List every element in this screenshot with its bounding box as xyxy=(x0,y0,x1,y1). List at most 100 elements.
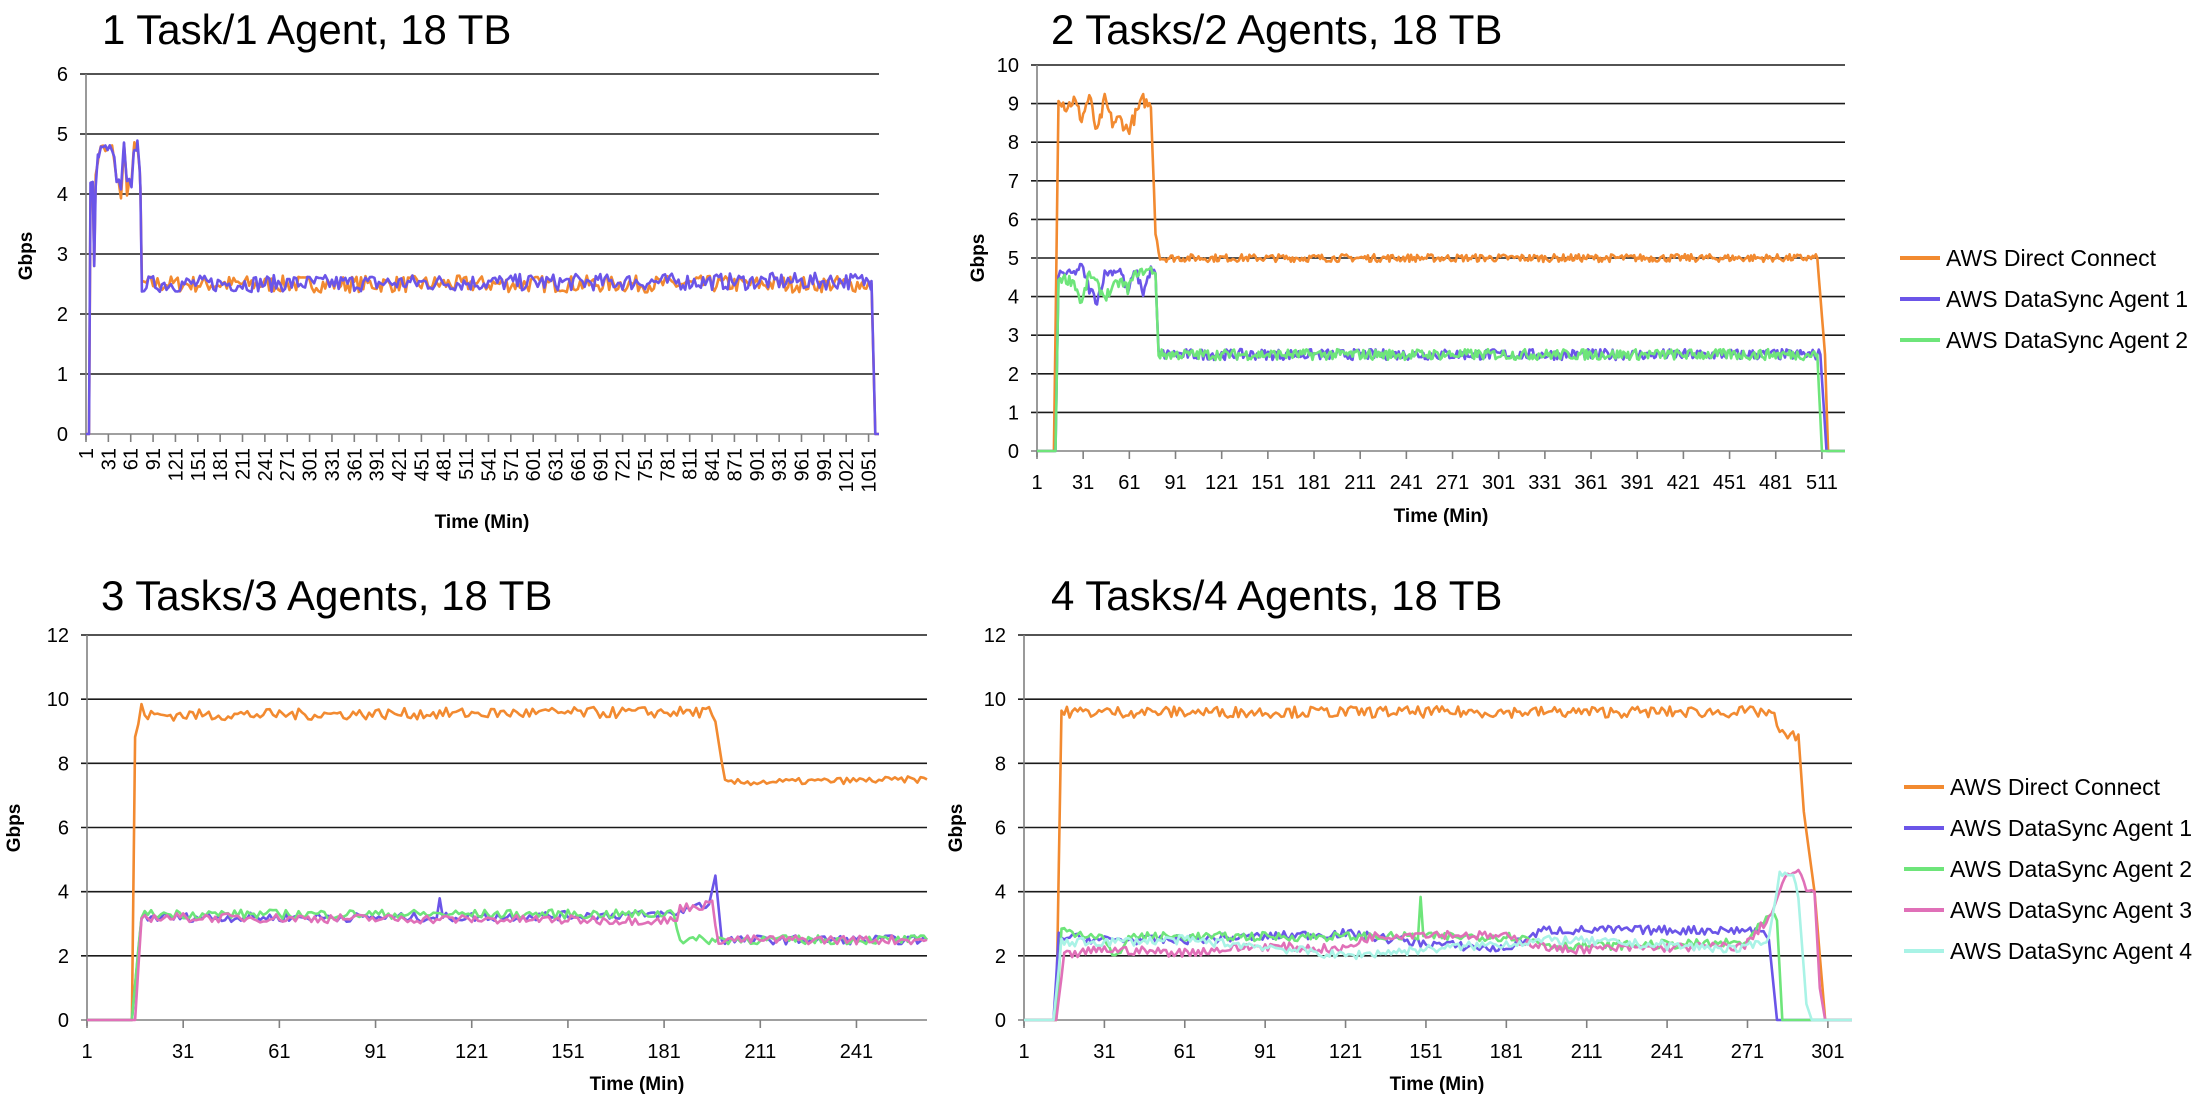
x-tick-label: 211 xyxy=(744,1041,776,1063)
y-tick-label: 0 xyxy=(1008,441,1019,463)
x-tick-label: 121 xyxy=(455,1041,488,1063)
x-tick-label: 271 xyxy=(1436,472,1469,494)
x-tick-label: 271 xyxy=(277,448,299,481)
x-tick-label: 61 xyxy=(1118,472,1140,494)
x-tick-label: 1 xyxy=(76,448,98,459)
y-tick-label: 2 xyxy=(995,946,1006,968)
y-tick-label: 5 xyxy=(57,124,68,146)
y-tick-label: 5 xyxy=(1008,248,1019,270)
series-line-4 xyxy=(1024,868,1852,1022)
legend-label: AWS Direct Connect xyxy=(1950,774,2161,800)
x-tick-label: 151 xyxy=(1251,472,1284,494)
x-tick-label: 331 xyxy=(322,448,344,481)
legend-label: AWS DataSync Agent 1 xyxy=(1946,286,2188,312)
legend-label: AWS Direct Connect xyxy=(1946,245,2157,271)
x-tick-label: 181 xyxy=(210,448,232,481)
x-tick-label: 391 xyxy=(367,448,389,481)
x-tick-label: 361 xyxy=(344,448,366,481)
x-tick-label: 151 xyxy=(188,448,210,481)
x-axis-title: Time (Min) xyxy=(1394,506,1489,527)
y-tick-label: 6 xyxy=(57,64,68,86)
legend: AWS Direct Connect AWS DataSync Agent 1 AW… xyxy=(1900,245,2188,353)
x-tick-label: 571 xyxy=(501,448,523,481)
x-tick-label: 211 xyxy=(233,448,255,480)
x-tick-label: 151 xyxy=(1409,1041,1442,1063)
y-tick-label: 8 xyxy=(1008,132,1019,154)
x-tick-label: 241 xyxy=(1390,472,1423,494)
x-tick-label: 181 xyxy=(647,1041,680,1063)
x-tick-label: 1051 xyxy=(859,448,881,493)
x-tick-label: 811 xyxy=(680,448,702,480)
x-tick-label: 511 xyxy=(456,448,478,480)
x-tick-label: 31 xyxy=(1093,1041,1115,1063)
x-tick-label: 1 xyxy=(81,1041,92,1063)
y-tick-label: 0 xyxy=(995,1010,1006,1032)
x-tick-label: 1 xyxy=(1031,472,1042,494)
y-tick-label: 0 xyxy=(57,424,68,446)
x-tick-label: 841 xyxy=(702,448,724,481)
legend: AWS Direct Connect AWS DataSync Agent 1 AW… xyxy=(1904,774,2192,964)
x-tick-label: 211 xyxy=(1344,472,1376,494)
series-line-2 xyxy=(1024,924,1852,1022)
y-tick-label: 6 xyxy=(995,818,1006,840)
series-line-1 xyxy=(87,702,928,1022)
x-tick-label: 961 xyxy=(791,448,813,481)
x-tick-label: 151 xyxy=(551,1041,584,1063)
y-tick-label: 1 xyxy=(57,364,68,386)
x-tick-label: 871 xyxy=(724,448,746,481)
x-tick-label: 31 xyxy=(172,1041,194,1063)
x-tick-label: 211 xyxy=(1571,1041,1603,1063)
y-tick-label: 4 xyxy=(1008,287,1019,309)
x-tick-label: 451 xyxy=(411,448,433,481)
y-tick-label: 10 xyxy=(47,689,69,711)
x-axis-title: Time (Min) xyxy=(1390,1074,1485,1095)
x-tick-label: 301 xyxy=(1482,472,1515,494)
x-tick-label: 301 xyxy=(1811,1041,1844,1063)
x-tick-label: 421 xyxy=(1667,472,1700,494)
x-tick-label: 91 xyxy=(364,1041,386,1063)
x-axis-title: Time (Min) xyxy=(590,1074,685,1095)
chart-title: 1 Task/1 Agent, 18 TB xyxy=(102,6,511,53)
series-line-3 xyxy=(87,908,929,1022)
x-tick-label: 31 xyxy=(1072,472,1094,494)
x-tick-label: 451 xyxy=(1713,472,1746,494)
legend-label: AWS DataSync Agent 3 xyxy=(1950,897,2192,923)
y-tick-label: 6 xyxy=(1008,209,1019,231)
y-tick-label: 12 xyxy=(984,625,1006,647)
x-tick-label: 241 xyxy=(840,1041,873,1063)
y-tick-label: 3 xyxy=(57,244,68,266)
y-axis-title: Gbps xyxy=(16,232,37,281)
x-tick-label: 121 xyxy=(165,448,187,481)
x-tick-label: 31 xyxy=(98,448,120,470)
series-line-3 xyxy=(1037,266,1845,453)
legend-label: AWS DataSync Agent 4 xyxy=(1950,938,2192,964)
chart-title: 2 Tasks/2 Agents, 18 TB xyxy=(1051,6,1502,53)
legend-label: AWS DataSync Agent 2 xyxy=(1950,856,2192,882)
y-tick-label: 8 xyxy=(58,753,69,775)
chart-title: 3 Tasks/3 Agents, 18 TB xyxy=(101,572,552,619)
x-tick-label: 301 xyxy=(300,448,322,481)
x-tick-label: 391 xyxy=(1621,472,1654,494)
y-tick-label: 7 xyxy=(1008,171,1019,193)
y-tick-label: 2 xyxy=(57,304,68,326)
x-tick-label: 931 xyxy=(769,448,791,481)
x-tick-label: 61 xyxy=(121,448,143,470)
y-tick-label: 3 xyxy=(1008,325,1019,347)
y-tick-label: 4 xyxy=(58,882,69,904)
series-line-3 xyxy=(1024,895,1852,1022)
x-tick-label: 1021 xyxy=(836,448,858,493)
y-tick-label: 2 xyxy=(58,946,69,968)
x-tick-label: 601 xyxy=(523,448,545,481)
x-tick-label: 91 xyxy=(1164,472,1186,494)
x-tick-label: 541 xyxy=(478,448,500,481)
x-tick-label: 241 xyxy=(1650,1041,1683,1063)
series-line-2 xyxy=(87,874,928,1022)
x-tick-label: 361 xyxy=(1574,472,1607,494)
x-tick-label: 511 xyxy=(1806,472,1838,494)
x-tick-label: 121 xyxy=(1205,472,1238,494)
x-tick-label: 481 xyxy=(1759,472,1792,494)
y-tick-label: 10 xyxy=(984,689,1006,711)
x-axis-title: Time (Min) xyxy=(435,512,530,533)
